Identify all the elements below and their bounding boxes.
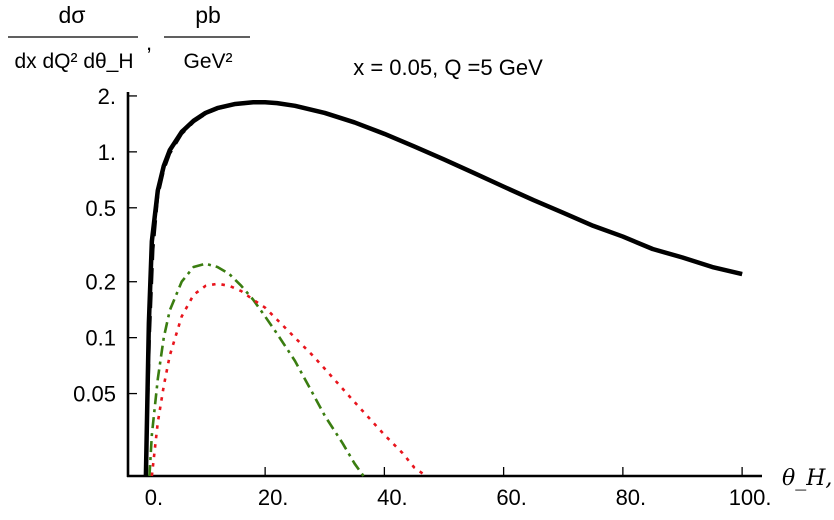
x-ticks: 0. 20. 40. 60. 80. 100. bbox=[145, 467, 772, 510]
y-tick-label: 0.1 bbox=[85, 326, 116, 351]
y-tick-label: 2. bbox=[98, 84, 116, 109]
y-tick-label: 0.2 bbox=[85, 270, 116, 295]
ylabel-separator: , bbox=[146, 30, 152, 55]
x-tick-label: 40. bbox=[377, 485, 408, 510]
chart-title: x = 0.05, Q =5 GeV bbox=[353, 55, 543, 80]
x-tick-label: 100. bbox=[729, 485, 772, 510]
x-axis-label: θ_H,° bbox=[782, 466, 834, 491]
x-tick-label: 60. bbox=[496, 485, 527, 510]
y-tick-label: 0.5 bbox=[85, 196, 116, 221]
y-tick-label: 0.05 bbox=[73, 382, 116, 407]
ylabel-right-denominator: GeV² bbox=[183, 50, 232, 73]
series-layer bbox=[143, 99, 743, 478]
ylabel-left-numerator: dσ bbox=[59, 2, 86, 28]
y-tick-label: 1. bbox=[98, 140, 116, 165]
series-line-dotted bbox=[150, 282, 427, 478]
ylabel-left-denominator: dx dQ² dθ_H bbox=[14, 50, 133, 73]
x-tick-label: 0. bbox=[145, 485, 163, 510]
x-tick-label: 20. bbox=[258, 485, 289, 510]
y-axis-label: dσ dx dQ² dθ_H , pb GeV² bbox=[8, 2, 250, 73]
series-line-dashed bbox=[144, 100, 743, 477]
x-tick-label: 80. bbox=[616, 485, 647, 510]
y-ticks: 0.05 0.1 0.2 0.5 1. 2. bbox=[73, 84, 137, 407]
series-line-dashdot bbox=[148, 262, 365, 477]
ylabel-right-numerator: pb bbox=[195, 2, 221, 28]
